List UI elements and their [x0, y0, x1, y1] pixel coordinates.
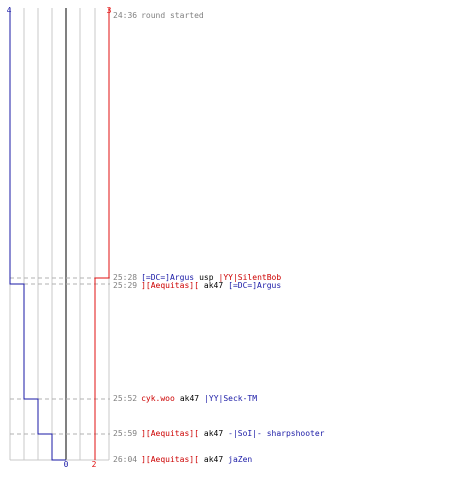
event-time: 25:29 [113, 281, 138, 290]
team-b-alive-line [94, 8, 110, 460]
team-a-end-count: 0 [64, 460, 69, 469]
event-time: 25:52 [113, 394, 138, 403]
victim-name: |YY|SilentBob [218, 273, 282, 282]
weapon-name: ak47 [179, 394, 200, 403]
event-row-round-start: 24:36 round started [113, 11, 204, 21]
event-row-kill: 25:28 [=DC=]Argus usp |YY|SilentBob [113, 273, 281, 283]
victim-name: [=DC=]Argus [228, 281, 282, 290]
team-b-end-count: 2 [92, 460, 97, 469]
team-b-start-count: 3 [107, 6, 112, 15]
weapon-name: usp [199, 273, 214, 282]
weapon-name: ak47 [203, 455, 224, 464]
event-row-kill: 25:59][Aequitas][ ak47 -|SoI|- sharpshoote… [113, 429, 324, 439]
killer-name: ][Aequitas][ [141, 429, 199, 438]
event-message: round started [141, 11, 204, 20]
victim-name: -|SoI|- sharpshooter [228, 429, 325, 438]
event-time: 24:36 [113, 11, 138, 20]
event-time: 25:28 [113, 273, 138, 282]
team-a-start-count: 4 [7, 6, 12, 15]
timeline-grid [9, 8, 110, 461]
killer-name: cyk.woo [141, 394, 175, 403]
killer-name: ][Aequitas][ [141, 455, 199, 464]
killer-name: ][Aequitas][ [141, 281, 199, 290]
team-a-alive-line [9, 8, 66, 461]
event-row-kill: 25:29][Aequitas][ ak47 [=DC=]Argus [113, 281, 281, 291]
event-time: 25:59 [113, 429, 138, 438]
victim-name: jaZen [228, 455, 253, 464]
weapon-name: ak47 [203, 429, 224, 438]
victim-name: |YY|Seck-TM [204, 394, 258, 403]
killer-name: [=DC=]Argus [141, 273, 195, 282]
event-row-kill: 26:04][Aequitas][ ak47 jaZen [113, 455, 252, 465]
weapon-name: ak47 [203, 281, 224, 290]
event-time: 26:04 [113, 455, 138, 464]
event-row-kill: 25:52 cyk.woo ak47 |YY|Seck-TM [113, 394, 257, 404]
